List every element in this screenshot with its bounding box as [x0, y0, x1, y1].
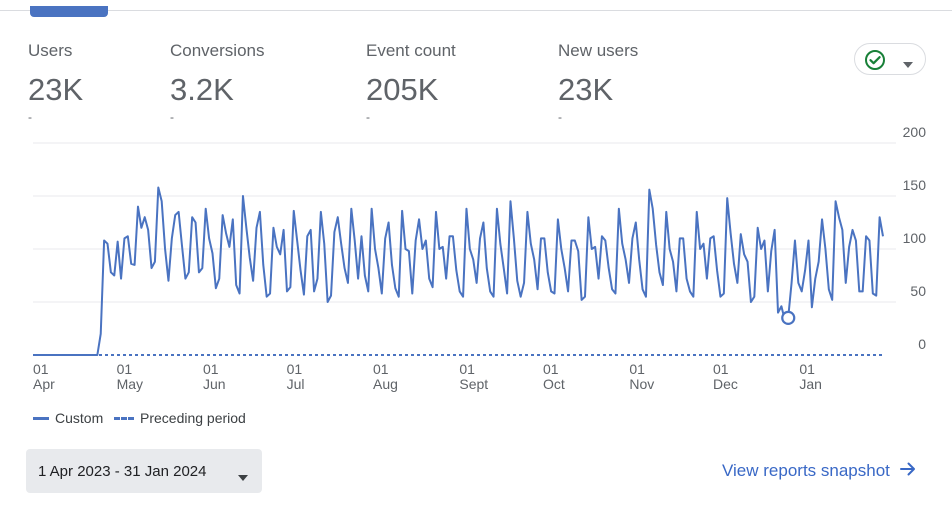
legend-swatch-dashed — [114, 416, 134, 420]
insights-status-dropdown[interactable] — [854, 43, 926, 75]
x-tick-day: 01 — [713, 361, 729, 377]
link-label: View reports snapshot — [722, 461, 890, 480]
x-tick-day: 01 — [459, 361, 475, 377]
x-tick-month: Oct — [543, 376, 565, 392]
y-tick-label: 150 — [903, 177, 927, 193]
metric-label: Conversions — [170, 41, 265, 60]
x-tick-day: 01 — [203, 361, 219, 377]
metric-tab-event-count[interactable]: Event count 205K - — [366, 40, 456, 123]
x-tick-month: May — [117, 376, 143, 392]
metric-change: - — [558, 110, 562, 124]
x-tick-month: Aug — [373, 376, 398, 392]
metric-change: - — [28, 110, 32, 124]
metric-label: Users — [28, 41, 73, 60]
x-tick-month: Dec — [713, 376, 738, 392]
x-tick-month: Sept — [459, 376, 488, 392]
arrow-right-icon — [899, 461, 916, 482]
x-tick-day: 01 — [543, 361, 559, 377]
x-tick-month: Apr — [33, 376, 55, 392]
x-tick-month: Jun — [203, 376, 226, 392]
users-line-chart: 20015010050001Apr01May01Jun01Jul01Aug01S… — [33, 124, 927, 392]
metric-change: - — [170, 110, 174, 124]
metric-value: 23K — [28, 72, 84, 107]
metric-change: - — [366, 110, 370, 124]
x-tick-day: 01 — [117, 361, 133, 377]
date-range-button[interactable]: 1 Apr 2023 - 31 Jan 2024 — [26, 449, 262, 493]
view-reports-snapshot-link[interactable]: View reports snapshot — [722, 459, 916, 483]
caret-down-icon — [238, 468, 248, 485]
highlight-point-marker — [781, 310, 796, 325]
legend-swatch-solid — [33, 416, 49, 420]
x-tick-day: 01 — [629, 361, 645, 377]
legend-item-preceding-period[interactable]: Preceding period — [114, 408, 246, 428]
metric-value: 23K — [558, 72, 614, 107]
metric-label: Event count — [366, 41, 456, 60]
metric-tab-users[interactable]: Users 23K - — [28, 40, 83, 123]
active-tab-indicator — [30, 6, 108, 17]
card-top-border — [0, 10, 952, 11]
x-tick-month: Nov — [629, 376, 654, 392]
legend-label: Preceding period — [140, 410, 246, 426]
caret-down-icon — [903, 55, 913, 73]
x-tick-month: Jul — [287, 376, 305, 392]
y-tick-label: 100 — [903, 230, 927, 246]
metric-tab-conversions[interactable]: Conversions 3.2K - — [170, 40, 265, 123]
metric-label: New users — [558, 41, 639, 60]
x-tick-day: 01 — [373, 361, 389, 377]
y-tick-label: 0 — [918, 336, 926, 352]
x-tick-day: 01 — [33, 361, 49, 377]
x-tick-month: Jan — [799, 376, 822, 392]
y-tick-label: 50 — [910, 283, 926, 299]
series-line-custom — [33, 186, 884, 356]
date-range-label: 1 Apr 2023 - 31 Jan 2024 — [38, 462, 207, 480]
y-tick-label: 200 — [903, 124, 927, 140]
legend-label: Custom — [55, 410, 104, 426]
x-tick-day: 01 — [287, 361, 303, 377]
metric-value: 3.2K — [170, 72, 234, 107]
metric-tab-new-users[interactable]: New users 23K - — [558, 40, 638, 123]
check-circle-icon — [864, 49, 886, 76]
metric-value: 205K — [366, 72, 439, 107]
x-tick-day: 01 — [799, 361, 815, 377]
legend-item-custom[interactable]: Custom — [33, 408, 103, 428]
